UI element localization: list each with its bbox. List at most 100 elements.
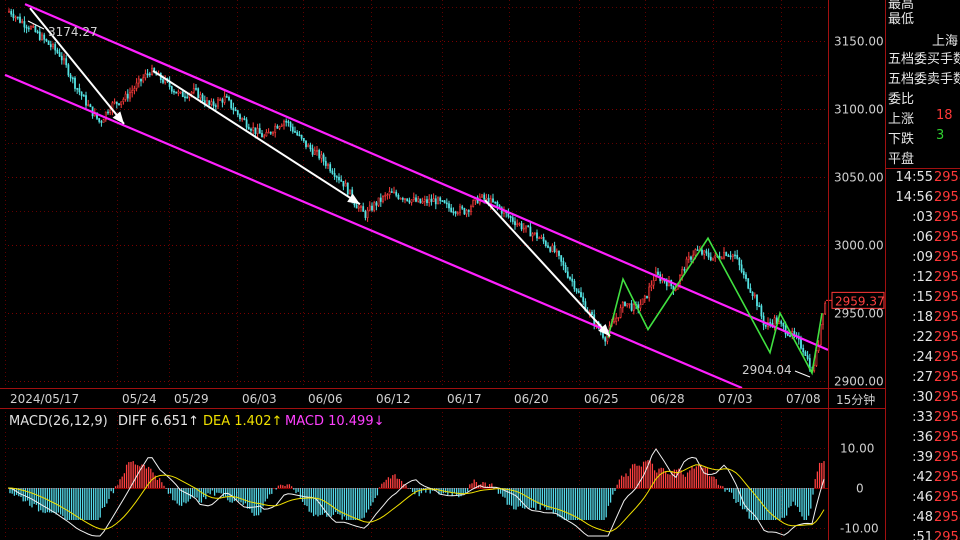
candle-body (276, 125, 279, 129)
candle-body (261, 133, 263, 138)
candle-body (177, 91, 180, 94)
candle-body (674, 288, 677, 291)
tick-row[interactable]: :512958 (886, 530, 960, 540)
tick-time: :51 (912, 530, 933, 540)
candle-body (406, 198, 409, 202)
tick-price: 2958 (934, 330, 960, 345)
stat-value: 3 (936, 128, 945, 143)
trend-arrow-shaft (484, 199, 611, 337)
candle-body (511, 217, 514, 222)
candle-body (371, 205, 373, 211)
candle-body (192, 88, 195, 93)
trend-arrow-shaft (152, 69, 361, 206)
candle-body (377, 197, 380, 206)
candle-body (762, 315, 765, 326)
tick-row[interactable]: :272958 (886, 370, 960, 390)
candle-body (254, 127, 257, 134)
candle-body (705, 250, 708, 254)
candle-body (316, 150, 318, 152)
tick-row[interactable]: :462958 (886, 490, 960, 510)
candle-body (648, 286, 651, 299)
candle-body (32, 25, 35, 28)
candle-body (397, 195, 400, 199)
candle-body (518, 223, 521, 225)
tick-row[interactable]: :392958 (886, 450, 960, 470)
candle-body (102, 119, 105, 123)
drawn-overlays: 2959.37 (4, 3, 885, 390)
candle-body (78, 88, 81, 93)
tick-price: 2958 (934, 230, 960, 245)
tick-row[interactable]: 14:552958 (886, 170, 960, 190)
candle-body (401, 198, 404, 200)
candle-body (333, 173, 336, 177)
candle-body (21, 21, 24, 23)
candle-body (472, 200, 475, 207)
price-tick-label: 3000.00 (834, 239, 884, 253)
tick-row[interactable]: :482958 (886, 510, 960, 530)
candle-body (395, 191, 398, 196)
candle-body (170, 86, 173, 92)
tick-row[interactable]: :062958 (886, 230, 960, 250)
macd-value: MACD 10.499↓ (285, 414, 384, 429)
candle-body (269, 131, 272, 134)
candle-body (483, 194, 486, 200)
candle-body (544, 240, 547, 246)
candle-body (208, 100, 211, 106)
candle-body (245, 119, 248, 128)
macd-diff: DIFF 6.651↑ (118, 414, 199, 429)
macd-diff-line (7, 448, 825, 537)
candle-body (355, 204, 358, 209)
candle-body (25, 26, 28, 29)
tick-row[interactable]: :332958 (886, 410, 960, 430)
candle-body (305, 140, 307, 148)
macd-tick-label: -10.00 (840, 522, 879, 536)
tick-row[interactable]: 14:562958 (886, 190, 960, 210)
tick-row[interactable]: :152958 (886, 290, 960, 310)
tick-row[interactable]: :182958 (886, 310, 960, 330)
candle-body (621, 301, 624, 309)
tick-row[interactable]: :362958 (886, 430, 960, 450)
candle-body (782, 323, 785, 327)
candle-body (641, 298, 644, 305)
trend-arrow-shaft (29, 7, 125, 125)
candle-body (822, 313, 824, 325)
candle-body (390, 191, 393, 193)
candle-body (467, 210, 470, 212)
candle-body (67, 64, 70, 76)
tick-price: 2958 (934, 270, 960, 285)
candle-body (432, 198, 435, 202)
side-label-low: 最低 (888, 12, 915, 27)
candle-body (16, 16, 19, 19)
date-tick-label: 05/29 (174, 392, 209, 406)
candle-body (115, 101, 118, 104)
candle-body (307, 144, 310, 148)
candle-body (291, 126, 294, 132)
candle-body (492, 198, 494, 203)
candle-body (412, 197, 415, 201)
candle-body (577, 290, 580, 293)
candle-body (756, 294, 758, 307)
candle-body (263, 135, 266, 138)
tick-row[interactable]: :122958 (886, 270, 960, 290)
candle-body (360, 206, 362, 208)
tick-row[interactable]: :422958 (886, 470, 960, 490)
candle-body (804, 351, 807, 357)
tick-price: 2958 (934, 530, 960, 540)
current-price-label: 2959.37 (835, 294, 885, 308)
candle-body (225, 95, 228, 98)
tick-row[interactable]: :032958 (886, 210, 960, 230)
candle-body (8, 11, 10, 13)
candle-body (63, 58, 65, 61)
candle-body (542, 237, 545, 242)
date-tick-label: 06/06 (308, 392, 343, 406)
candle-body (309, 144, 312, 150)
candle-body (725, 252, 728, 256)
candle-body (459, 206, 461, 214)
tick-row[interactable]: :242958 (886, 350, 960, 370)
tick-row[interactable]: :222958 (886, 330, 960, 350)
candle-body (428, 198, 431, 204)
tick-row[interactable]: :092958 (886, 250, 960, 270)
candle-body (683, 269, 686, 271)
tick-row[interactable]: :302958 (886, 390, 960, 410)
